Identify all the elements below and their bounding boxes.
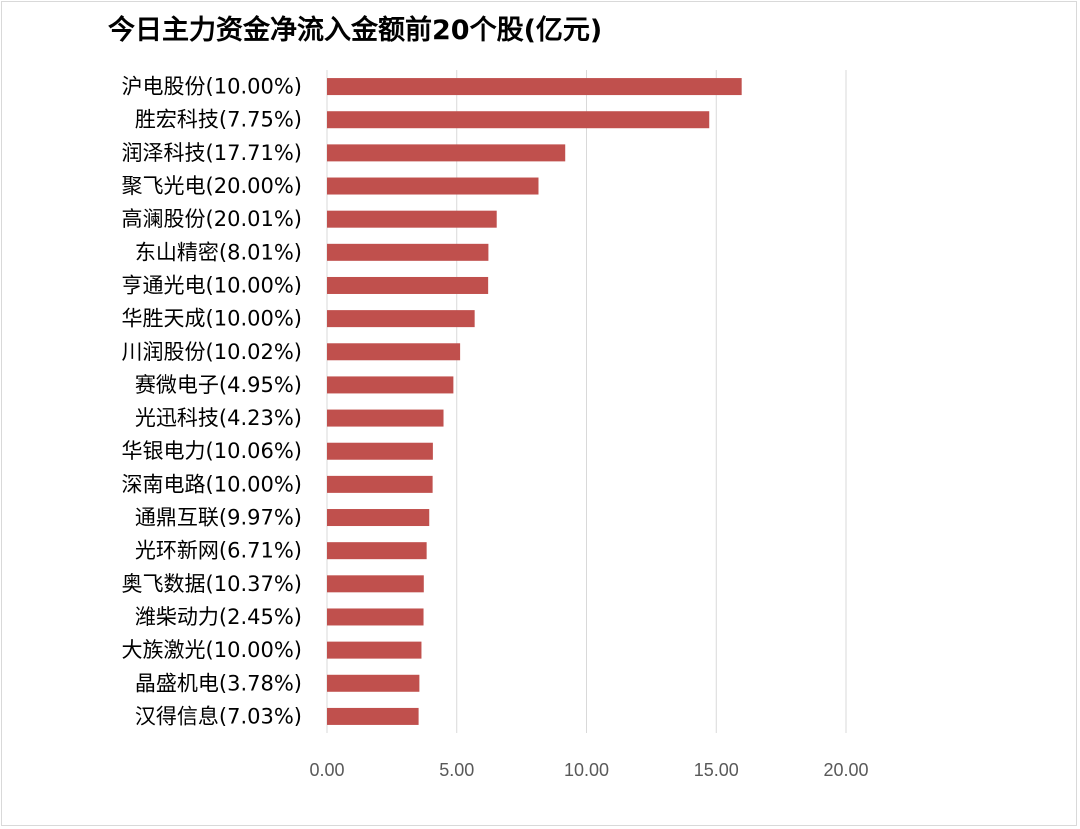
chart-title: 今日主力资金净流入金额前20个股(亿元): [108, 15, 603, 46]
bar-12: [327, 475, 433, 493]
category-label-17: 大族激光(10.00%): [122, 638, 302, 662]
category-label-16: 潍柴动力(2.45%): [135, 605, 302, 629]
category-label-1: 胜宏科技(7.75%): [135, 108, 302, 132]
bar-4: [327, 210, 497, 228]
bar-0: [327, 78, 742, 96]
category-label-14: 光环新网(6.71%): [135, 539, 302, 563]
category-label-8: 川润股份(10.02%): [122, 340, 302, 364]
bar-17: [327, 641, 422, 659]
category-label-3: 聚飞光电(20.00%): [122, 174, 302, 198]
x-tick-label-1: 5.00: [439, 760, 474, 780]
category-label-15: 奥飞数据(10.37%): [122, 572, 302, 596]
category-label-5: 东山精密(8.01%): [135, 240, 302, 264]
bar-16: [327, 608, 424, 626]
bar-19: [327, 707, 419, 725]
bar-15: [327, 575, 424, 593]
bar-9: [327, 376, 454, 394]
bar-18: [327, 674, 420, 692]
bar-6: [327, 276, 489, 294]
category-label-0: 沪电股份(10.00%): [122, 75, 302, 99]
category-label-12: 深南电路(10.00%): [122, 472, 302, 496]
category-label-4: 高澜股份(20.01%): [122, 207, 302, 231]
category-label-19: 汉得信息(7.03%): [135, 704, 302, 728]
x-tick-label-3: 15.00: [694, 760, 739, 780]
category-label-9: 赛微电子(4.95%): [135, 373, 302, 397]
bar-11: [327, 442, 433, 460]
bar-10: [327, 409, 444, 427]
bar-3: [327, 177, 539, 195]
category-label-18: 晶盛机电(3.78%): [135, 671, 302, 695]
category-label-7: 华胜天成(10.00%): [122, 307, 302, 331]
x-tick-label-2: 10.00: [564, 760, 609, 780]
bar-13: [327, 509, 430, 527]
category-label-10: 光迅科技(4.23%): [135, 406, 302, 430]
category-label-13: 通鼎互联(9.97%): [135, 506, 302, 530]
category-label-2: 润泽科技(17.71%): [122, 141, 302, 165]
category-label-11: 华银电力(10.06%): [122, 439, 302, 463]
bar-14: [327, 542, 427, 560]
bar-8: [327, 343, 461, 361]
x-tick-label-0: 0.00: [309, 760, 344, 780]
bar-7: [327, 310, 475, 328]
bar-5: [327, 243, 489, 261]
bar-2: [327, 144, 566, 162]
bar-1: [327, 111, 710, 129]
x-tick-label-4: 20.00: [823, 760, 868, 780]
category-label-6: 亨通光电(10.00%): [122, 273, 302, 297]
